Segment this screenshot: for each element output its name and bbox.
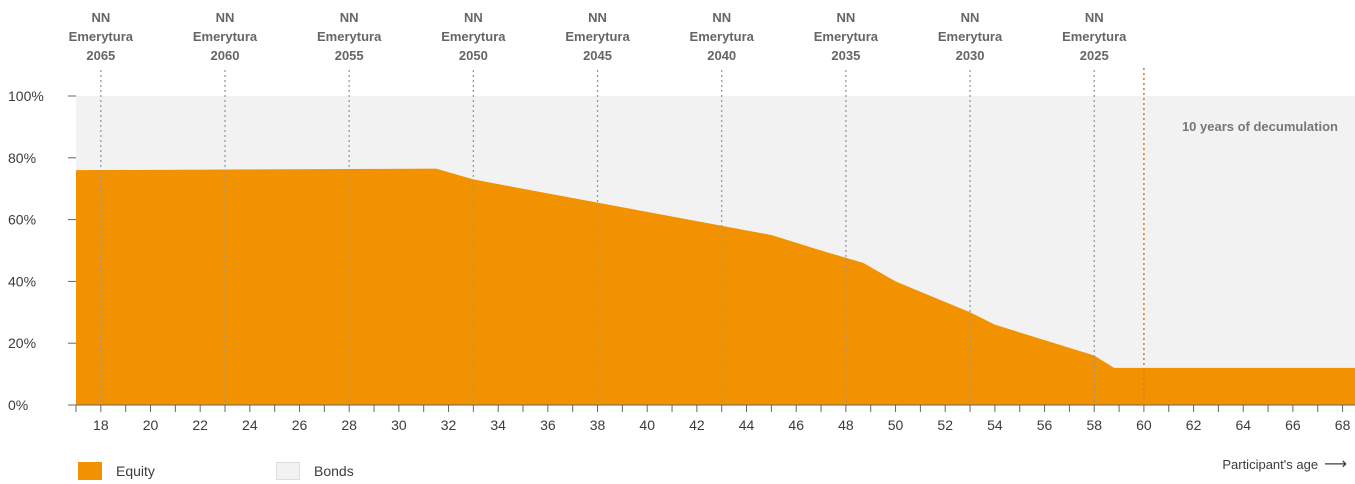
fund-label-line3: 2060 [211, 48, 240, 63]
x-tick-label: 62 [1186, 417, 1202, 433]
arrow-right-icon: ⟶ [1324, 456, 1347, 473]
fund-label-line2: Emerytura [193, 29, 258, 44]
decumulation-annotation: 10 years of decumulation [1182, 119, 1338, 134]
x-tick-label: 28 [341, 417, 357, 433]
x-tick-label: 24 [242, 417, 258, 433]
x-tick-label: 48 [838, 417, 854, 433]
equity-swatch [78, 462, 102, 480]
x-tick-label: 22 [192, 417, 208, 433]
x-tick-label: 50 [888, 417, 904, 433]
x-tick-label: 20 [143, 417, 159, 433]
x-tick-label: 38 [590, 417, 606, 433]
x-tick-label: 32 [441, 417, 457, 433]
fund-label-line1: NN [464, 10, 483, 25]
fund-label-line3: 2040 [707, 48, 736, 63]
x-tick-label: 52 [937, 417, 953, 433]
fund-label-line3: 2050 [459, 48, 488, 63]
legend-equity-label: Equity [116, 463, 155, 479]
x-tick-label: 36 [540, 417, 556, 433]
fund-label-line3: 2030 [956, 48, 985, 63]
x-tick-label: 54 [987, 417, 1003, 433]
fund-label-line2: Emerytura [317, 29, 382, 44]
fund-label-line3: 2065 [86, 48, 115, 63]
fund-label-line2: Emerytura [565, 29, 630, 44]
y-tick-label: 0% [8, 397, 28, 413]
fund-label-line2: Emerytura [441, 29, 506, 44]
x-tick-label: 58 [1086, 417, 1102, 433]
x-tick-label: 40 [639, 417, 655, 433]
x-tick-label: 34 [490, 417, 506, 433]
fund-label-line1: NN [1085, 10, 1104, 25]
fund-label-line2: Emerytura [1062, 29, 1127, 44]
x-tick-label: 30 [391, 417, 407, 433]
x-tick-label: 68 [1335, 417, 1351, 433]
x-tick-label: 26 [292, 417, 308, 433]
fund-label-line3: 2055 [335, 48, 364, 63]
bonds-swatch [276, 462, 300, 480]
y-tick-label: 60% [8, 212, 36, 228]
x-tick-label: 46 [788, 417, 804, 433]
legend-bonds-label: Bonds [314, 463, 354, 479]
y-tick-label: 80% [8, 150, 36, 166]
legend-bonds: Bonds [276, 462, 354, 480]
y-tick-label: 40% [8, 273, 36, 289]
fund-label-line3: 2035 [831, 48, 860, 63]
x-tick-label: 44 [739, 417, 755, 433]
fund-label-line1: NN [836, 10, 855, 25]
fund-label-line2: Emerytura [69, 29, 134, 44]
x-axis-title-text: Participant's age [1222, 456, 1319, 472]
fund-label-line1: NN [340, 10, 359, 25]
fund-label-line2: Emerytura [814, 29, 879, 44]
x-tick-label: 56 [1037, 417, 1053, 433]
x-tick-label: 60 [1136, 417, 1152, 433]
fund-label-line1: NN [91, 10, 110, 25]
x-tick-label: 66 [1285, 417, 1301, 433]
fund-label-line2: Emerytura [690, 29, 755, 44]
fund-label-line1: NN [712, 10, 731, 25]
fund-label-line1: NN [961, 10, 980, 25]
fund-label-line1: NN [588, 10, 607, 25]
x-tick-label: 42 [689, 417, 705, 433]
x-tick-label: 64 [1235, 417, 1251, 433]
fund-label-line1: NN [216, 10, 235, 25]
fund-label-line2: Emerytura [938, 29, 1003, 44]
y-tick-label: 100% [8, 88, 44, 104]
x-tick-label: 18 [93, 417, 109, 433]
equity-area [76, 168, 1355, 405]
legend-equity: Equity [78, 462, 155, 480]
fund-label-line3: 2025 [1080, 48, 1109, 63]
bonds-area [76, 96, 1355, 368]
fund-label-line3: 2045 [583, 48, 612, 63]
x-axis-title: Participant's age ⟶ [1222, 454, 1347, 474]
y-tick-label: 20% [8, 335, 36, 351]
